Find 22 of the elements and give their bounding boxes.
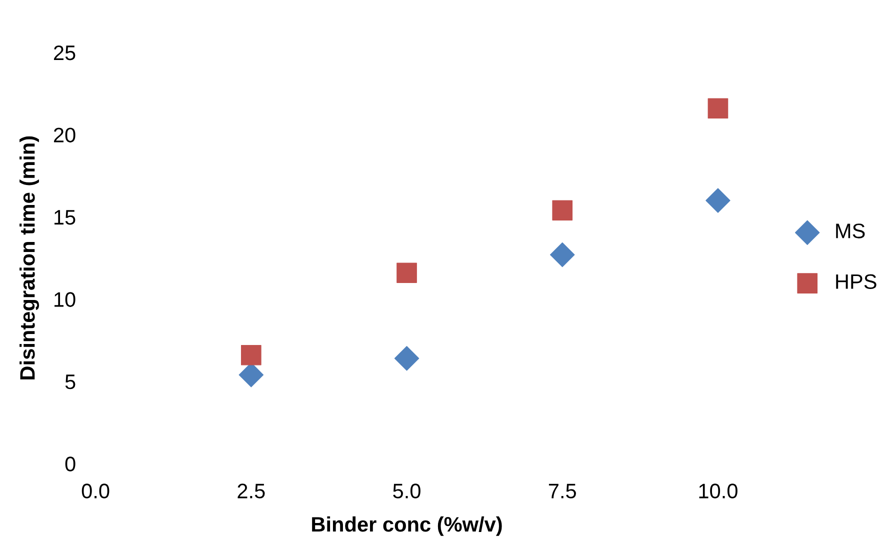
y-tick-label: 25 xyxy=(54,45,76,60)
legend-label: MS xyxy=(836,224,865,238)
x-tick-label: 5.0 xyxy=(393,484,420,498)
y-tick-label: 0 xyxy=(65,456,76,472)
point xyxy=(396,262,417,284)
x-tick-label: 10.0 xyxy=(699,484,738,498)
y-tick-label: 5 xyxy=(65,374,76,390)
x-tick-label: 2.5 xyxy=(238,484,265,498)
x-axis-title: Binder conc (%w/v) xyxy=(312,516,502,536)
point xyxy=(550,242,575,268)
point xyxy=(240,344,262,366)
point xyxy=(708,98,728,119)
point xyxy=(394,346,420,371)
y-tick-label: 15 xyxy=(54,210,76,225)
legend-label: HPS xyxy=(836,274,876,289)
y-tick-label: 20 xyxy=(54,128,76,142)
point xyxy=(552,200,573,221)
point xyxy=(706,188,730,213)
y-tick-label: 10 xyxy=(54,292,76,307)
y-axis-title: Disintegration time (min) xyxy=(20,136,40,380)
x-tick-label: 0.0 xyxy=(82,484,110,498)
x-tick-label: 7.5 xyxy=(548,484,576,498)
